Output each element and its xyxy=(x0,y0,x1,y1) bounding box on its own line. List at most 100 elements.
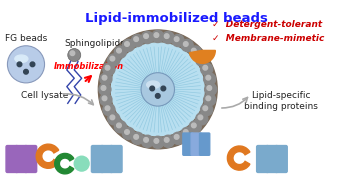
Circle shape xyxy=(162,32,174,43)
Circle shape xyxy=(205,83,217,95)
Circle shape xyxy=(206,96,211,101)
Circle shape xyxy=(196,113,208,125)
Text: Lipid-immobilized beads: Lipid-immobilized beads xyxy=(85,12,268,25)
Circle shape xyxy=(99,83,111,95)
Circle shape xyxy=(198,115,203,120)
FancyBboxPatch shape xyxy=(110,146,122,172)
Circle shape xyxy=(154,33,159,37)
Circle shape xyxy=(172,34,184,46)
Circle shape xyxy=(161,86,166,91)
Circle shape xyxy=(204,94,216,106)
Circle shape xyxy=(70,51,75,56)
Circle shape xyxy=(189,121,201,133)
Circle shape xyxy=(100,94,112,106)
FancyBboxPatch shape xyxy=(15,146,27,172)
Circle shape xyxy=(154,139,159,143)
FancyBboxPatch shape xyxy=(25,146,37,172)
Circle shape xyxy=(108,54,120,66)
Circle shape xyxy=(207,86,212,90)
Circle shape xyxy=(122,127,134,139)
Circle shape xyxy=(103,104,115,116)
Circle shape xyxy=(183,42,188,46)
FancyBboxPatch shape xyxy=(183,133,193,155)
Circle shape xyxy=(174,135,179,139)
Circle shape xyxy=(134,135,138,139)
FancyArrowPatch shape xyxy=(63,94,93,105)
Circle shape xyxy=(105,65,110,70)
Circle shape xyxy=(192,123,196,128)
Circle shape xyxy=(172,132,184,144)
Circle shape xyxy=(144,34,148,38)
FancyBboxPatch shape xyxy=(266,146,278,172)
Circle shape xyxy=(30,62,35,67)
Circle shape xyxy=(108,113,120,125)
Wedge shape xyxy=(55,153,74,174)
FancyBboxPatch shape xyxy=(101,146,113,172)
Circle shape xyxy=(114,121,127,133)
Text: ✓  Membrane-mimetic: ✓ Membrane-mimetic xyxy=(212,34,324,43)
Circle shape xyxy=(201,104,213,116)
Text: Lipid-specific
binding proteins: Lipid-specific binding proteins xyxy=(244,91,318,111)
Wedge shape xyxy=(190,50,215,63)
Circle shape xyxy=(24,69,28,74)
FancyBboxPatch shape xyxy=(6,146,18,172)
Circle shape xyxy=(141,73,175,106)
Circle shape xyxy=(174,37,179,41)
Circle shape xyxy=(110,56,115,61)
Circle shape xyxy=(142,135,153,147)
Circle shape xyxy=(203,65,208,70)
Circle shape xyxy=(155,94,160,98)
Circle shape xyxy=(203,106,208,111)
Circle shape xyxy=(144,138,148,142)
Circle shape xyxy=(68,49,81,62)
Text: Immobilization: Immobilization xyxy=(54,62,124,71)
Circle shape xyxy=(196,54,208,66)
Circle shape xyxy=(164,34,169,38)
FancyBboxPatch shape xyxy=(199,133,210,155)
Circle shape xyxy=(198,56,203,61)
Circle shape xyxy=(204,73,216,85)
Circle shape xyxy=(150,86,154,91)
FancyBboxPatch shape xyxy=(275,146,287,172)
Circle shape xyxy=(162,135,174,147)
Ellipse shape xyxy=(147,81,160,88)
Circle shape xyxy=(102,96,107,101)
Circle shape xyxy=(17,62,22,67)
Wedge shape xyxy=(36,144,59,168)
Circle shape xyxy=(132,132,144,144)
Circle shape xyxy=(117,123,121,128)
FancyBboxPatch shape xyxy=(91,146,103,172)
Circle shape xyxy=(132,34,144,46)
Circle shape xyxy=(134,37,138,41)
Circle shape xyxy=(192,48,196,53)
Circle shape xyxy=(103,63,115,75)
Circle shape xyxy=(117,48,121,53)
Circle shape xyxy=(181,127,193,139)
FancyBboxPatch shape xyxy=(257,146,269,172)
Circle shape xyxy=(99,30,217,149)
Circle shape xyxy=(125,130,129,134)
Circle shape xyxy=(122,39,134,51)
Circle shape xyxy=(105,106,110,111)
Circle shape xyxy=(100,73,112,85)
Circle shape xyxy=(183,130,188,134)
Wedge shape xyxy=(227,146,250,170)
Circle shape xyxy=(181,39,193,51)
Circle shape xyxy=(125,42,129,46)
Ellipse shape xyxy=(15,55,28,63)
Circle shape xyxy=(152,30,164,43)
Circle shape xyxy=(102,75,107,80)
Circle shape xyxy=(112,43,204,136)
Text: Cell lysate: Cell lysate xyxy=(21,91,68,100)
Text: Sphingolipids: Sphingolipids xyxy=(64,39,125,48)
Circle shape xyxy=(206,75,211,80)
Circle shape xyxy=(101,86,106,90)
Circle shape xyxy=(164,138,169,142)
Circle shape xyxy=(8,46,45,83)
Circle shape xyxy=(189,46,201,58)
Text: FG beads: FG beads xyxy=(5,34,47,43)
Circle shape xyxy=(110,115,115,120)
Circle shape xyxy=(142,32,153,43)
Text: ✓  Detergent-tolerant: ✓ Detergent-tolerant xyxy=(212,20,322,29)
Circle shape xyxy=(201,63,213,75)
